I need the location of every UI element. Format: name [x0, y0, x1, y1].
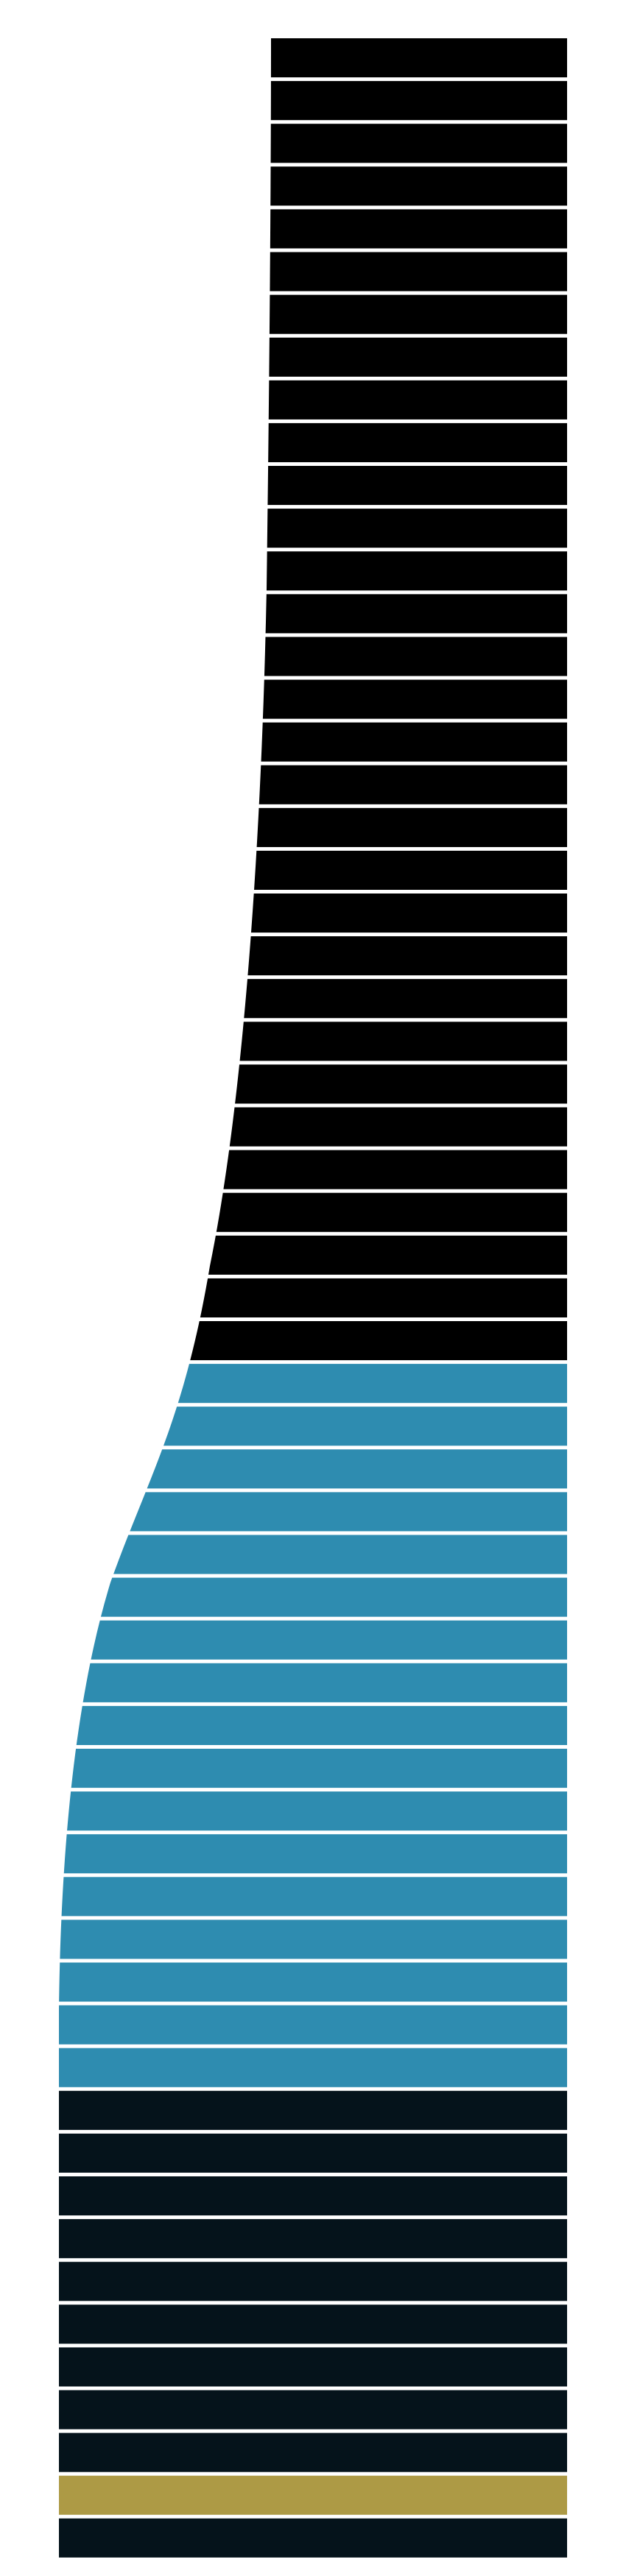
body-lower-band	[59, 2518, 567, 2558]
shoulder-band	[59, 1877, 567, 1917]
shoulder-band	[59, 1620, 567, 1660]
shoulder-band	[59, 2005, 567, 2045]
body-upper-band	[59, 2219, 567, 2259]
accent-band	[59, 2475, 567, 2515]
body-upper-band	[59, 2176, 567, 2216]
neck-band	[59, 166, 567, 206]
shoulder-band	[59, 1577, 567, 1617]
shoulder-band	[59, 1791, 567, 1831]
neck-band	[59, 1278, 567, 1317]
shoulder-band	[59, 2048, 567, 2087]
shoulder-band	[59, 1663, 567, 1702]
neck-band	[59, 1150, 567, 1189]
body-upper-band	[59, 2347, 567, 2387]
stripe-bands	[59, 38, 567, 2558]
neck-band	[59, 1321, 567, 1361]
neck-band	[59, 1107, 567, 1147]
neck-band	[59, 380, 567, 420]
shoulder-band	[59, 1364, 567, 1404]
body-upper-band	[59, 2390, 567, 2430]
neck-band	[59, 979, 567, 1019]
neck-band	[59, 209, 567, 249]
neck-band	[59, 679, 567, 719]
neck-band	[59, 551, 567, 591]
neck-band	[59, 936, 567, 976]
neck-band	[59, 1064, 567, 1104]
neck-band	[59, 807, 567, 847]
shoulder-band	[59, 1962, 567, 2002]
neck-band	[59, 252, 567, 291]
body-upper-band	[59, 2262, 567, 2301]
body-upper-band	[59, 2432, 567, 2472]
shoulder-band	[59, 1449, 567, 1489]
neck-band	[59, 765, 567, 804]
neck-band	[59, 422, 567, 462]
neck-band	[59, 81, 567, 121]
neck-band	[59, 337, 567, 377]
neck-band	[59, 722, 567, 762]
neck-band	[59, 124, 567, 163]
neck-band	[59, 509, 567, 548]
neck-band	[59, 294, 567, 334]
neck-band	[59, 1235, 567, 1275]
shoulder-band	[59, 1919, 567, 1959]
neck-band	[59, 894, 567, 933]
neck-band	[59, 850, 567, 890]
body-upper-band	[59, 2133, 567, 2173]
shoulder-band	[59, 1406, 567, 1446]
shoulder-band	[59, 1492, 567, 1532]
shoulder-band	[59, 1749, 567, 1788]
shoulder-band	[59, 1705, 567, 1745]
neck-band	[59, 38, 567, 78]
neck-band	[59, 1022, 567, 1061]
neck-band	[59, 1192, 567, 1232]
neck-band	[59, 594, 567, 634]
neck-band	[59, 637, 567, 676]
body-upper-band	[59, 2304, 567, 2344]
neck-band	[59, 466, 567, 506]
shoulder-band	[59, 1834, 567, 1874]
body-upper-band	[59, 2090, 567, 2130]
shoulder-band	[59, 1535, 567, 1574]
